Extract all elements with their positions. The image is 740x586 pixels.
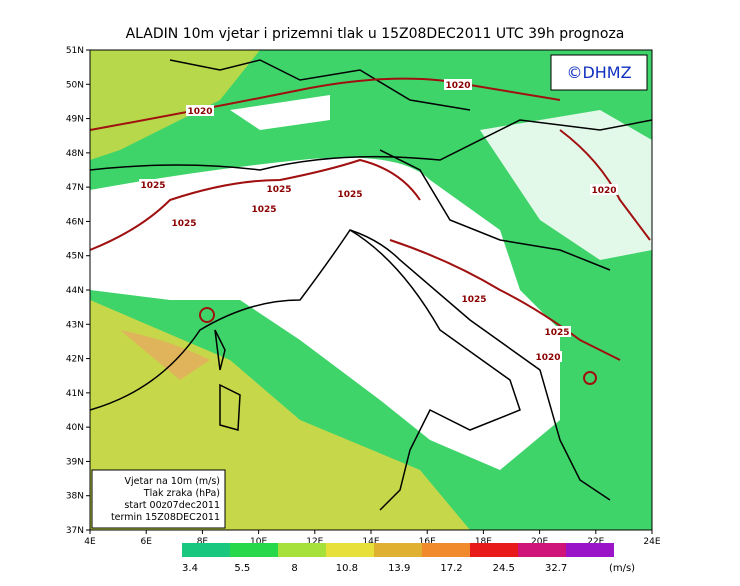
colorbar-unit: (m/s) <box>609 563 635 574</box>
colorbar-label: 24.5 <box>493 563 515 574</box>
legend-line: termin 15Z08DEC2011 <box>111 512 220 523</box>
isobar-label-bg <box>186 105 214 116</box>
lon-label: 22E <box>587 537 604 547</box>
colorbar-swatch <box>470 543 518 557</box>
lon-label: 4E <box>84 537 96 547</box>
lat-label: 38N <box>66 492 84 502</box>
lon-label: 18E <box>475 537 492 547</box>
isobars <box>89 77 651 385</box>
isobar-label: 1025 <box>337 190 362 200</box>
isobar-label: 1025 <box>461 295 486 305</box>
colorbar-swatch <box>518 543 566 557</box>
colorbar-label: 17.2 <box>440 563 462 574</box>
lat-label: 46N <box>66 217 84 227</box>
map-title: ALADIN 10m vjetar i prizemni tlak u 15Z0… <box>126 26 625 42</box>
colorbar-label: 10.8 <box>336 563 358 574</box>
isobar-label-bg <box>170 217 198 228</box>
legend-line: Vjetar na 10m (m/s) <box>125 476 221 487</box>
isobar-label: 1020 <box>445 81 470 91</box>
isobar-label: 1025 <box>171 219 196 229</box>
legend-line: start 00z07dec2011 <box>124 500 220 511</box>
isobar-label-bg <box>460 293 488 304</box>
lon-label: 10E <box>250 537 267 547</box>
copyright: ©DHMZ <box>566 63 631 82</box>
isobar-label-bg <box>444 79 472 90</box>
isobar-label-bg <box>336 188 364 199</box>
coastlines <box>89 59 653 511</box>
lat-label: 41N <box>66 389 84 399</box>
isobar-label: 1020 <box>535 353 560 363</box>
land-calm-area <box>230 95 330 130</box>
lat-label: 50N <box>66 80 84 90</box>
legend-box <box>91 469 226 529</box>
wind-zone <box>90 50 260 160</box>
colorbar-swatch <box>326 543 374 557</box>
colorbar-label: 32.7 <box>545 563 567 574</box>
map-area: 1020 1020 1025 1025 1025 1025 1025 1020 1025 1025… <box>89 49 653 531</box>
colorbar-label: 8 <box>291 563 297 574</box>
isobar-label: 1020 <box>187 107 212 117</box>
colorbar-swatch <box>566 543 614 557</box>
isobar-label-bg <box>250 203 278 214</box>
lon-label: 16E <box>419 537 436 547</box>
colorbar-swatch <box>422 543 470 557</box>
lat-label: 43N <box>66 320 84 330</box>
isobar-label: 1020 <box>591 186 616 196</box>
land-calm-area <box>480 110 652 260</box>
isobar-label-bg <box>139 179 167 190</box>
colorbar-swatch <box>182 543 230 557</box>
isobar-label-bg <box>534 351 562 362</box>
colorbar-swatch <box>278 543 326 557</box>
isobar-label: 1025 <box>251 205 276 215</box>
isobar-label-bg <box>265 183 293 194</box>
isobar-label-bg <box>590 184 618 195</box>
copyright-box <box>550 54 648 91</box>
isobar-label: 1025 <box>544 328 569 338</box>
isobar-label: 1025 <box>266 185 291 195</box>
colorbar-label: 13.9 <box>388 563 410 574</box>
isobar-label: 1025 <box>140 181 165 191</box>
lon-label: 14E <box>362 537 379 547</box>
legend-line: Tlak zraka (hPa) <box>143 488 220 499</box>
land-calm-area <box>90 157 560 470</box>
lat-label: 51N <box>66 46 84 56</box>
lon-label: 8E <box>197 537 209 547</box>
colorbar-label: 3.4 <box>182 563 198 574</box>
lon-label: 24E <box>643 537 660 547</box>
colorbar-swatch <box>230 543 278 557</box>
lon-label: 6E <box>140 537 152 547</box>
lat-label: 44N <box>66 286 84 296</box>
lat-label: 39N <box>66 457 84 467</box>
lat-label: 42N <box>66 355 84 365</box>
lat-label: 45N <box>66 252 84 262</box>
lat-label: 37N <box>66 526 84 536</box>
colorbar-label: 5.5 <box>234 563 250 574</box>
lat-label: 47N <box>66 183 84 193</box>
wind-zone <box>120 330 210 380</box>
lon-label: 20E <box>531 537 548 547</box>
isobar-label-bg <box>543 326 571 337</box>
lon-label: 12E <box>306 537 323 547</box>
lat-label: 40N <box>66 423 84 433</box>
lat-label: 48N <box>66 149 84 159</box>
lat-label: 49N <box>66 115 84 125</box>
colorbar-swatch <box>374 543 422 557</box>
